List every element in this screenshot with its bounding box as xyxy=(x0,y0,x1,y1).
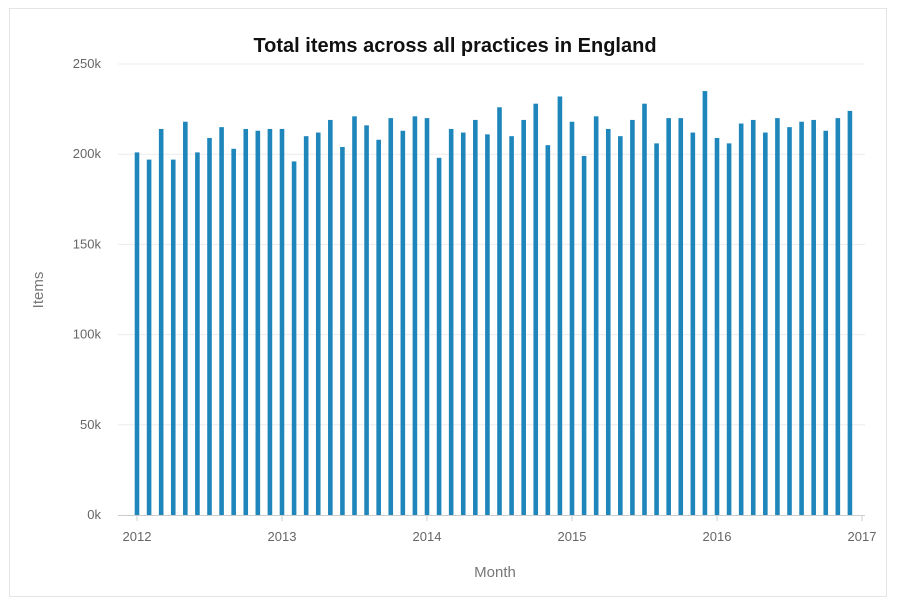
bar[interactable] xyxy=(207,137,212,516)
bar[interactable] xyxy=(352,116,357,515)
x-tick-label: 2015 xyxy=(558,529,587,544)
bar[interactable] xyxy=(811,119,816,515)
bar[interactable] xyxy=(412,116,418,515)
bar[interactable] xyxy=(376,139,381,515)
bar[interactable] xyxy=(557,96,563,516)
bar[interactable] xyxy=(170,159,176,515)
bar[interactable] xyxy=(328,119,333,515)
bar[interactable] xyxy=(424,118,430,516)
bar[interactable] xyxy=(219,127,224,515)
bar[interactable] xyxy=(267,128,273,515)
x-axis-label: Month xyxy=(474,564,516,581)
bar[interactable] xyxy=(473,119,478,515)
x-tick-label: 2017 xyxy=(848,529,877,544)
bar[interactable] xyxy=(714,137,720,516)
bar[interactable] xyxy=(690,132,696,515)
bar[interactable] xyxy=(533,103,539,516)
bar[interactable] xyxy=(823,130,829,516)
bar[interactable] xyxy=(521,119,526,515)
bar[interactable] xyxy=(255,130,261,516)
bar[interactable] xyxy=(569,121,575,515)
bar[interactable] xyxy=(364,125,369,515)
bar[interactable] xyxy=(243,128,249,515)
bar[interactable] xyxy=(835,118,841,516)
bar[interactable] xyxy=(146,159,152,515)
bar[interactable] xyxy=(702,91,708,515)
y-tick-label: 100k xyxy=(73,327,102,342)
bar[interactable] xyxy=(847,110,853,516)
bar[interactable] xyxy=(799,121,804,515)
x-tick-label: 2014 xyxy=(413,529,442,544)
bar[interactable] xyxy=(340,146,345,515)
bar[interactable] xyxy=(605,128,611,515)
chart-title: Total items across all practices in Engl… xyxy=(253,35,656,57)
bar[interactable] xyxy=(509,136,514,515)
bar[interactable] xyxy=(775,118,780,516)
bar[interactable] xyxy=(581,156,587,515)
bar[interactable] xyxy=(787,127,792,515)
y-tick-label: 0k xyxy=(87,507,101,522)
bar[interactable] xyxy=(279,128,285,515)
bar[interactable] xyxy=(630,119,635,515)
bar[interactable] xyxy=(303,136,309,515)
bar[interactable] xyxy=(485,134,490,515)
bar[interactable] xyxy=(642,103,647,516)
bar[interactable] xyxy=(497,107,502,516)
x-tick-label: 2016 xyxy=(703,529,732,544)
bar[interactable] xyxy=(291,161,297,515)
bar[interactable] xyxy=(460,132,466,515)
bar[interactable] xyxy=(593,116,599,515)
bar[interactable] xyxy=(134,152,140,515)
bar[interactable] xyxy=(738,123,744,516)
x-tick-label: 2012 xyxy=(123,529,152,544)
y-tick-label: 50k xyxy=(80,417,101,432)
bar[interactable] xyxy=(195,152,200,515)
bar[interactable] xyxy=(763,132,768,515)
bar[interactable] xyxy=(315,132,321,515)
x-axis-ticks: 2012 2013 2014 2015 2016 2017 xyxy=(123,515,877,544)
y-axis-label: Items xyxy=(30,272,47,309)
y-axis-ticks: 0k 50k 100k 150k 200k 250k xyxy=(73,56,102,522)
x-tick-label: 2013 xyxy=(268,529,297,544)
bar[interactable] xyxy=(158,128,164,515)
bar-series xyxy=(134,91,853,516)
bar[interactable] xyxy=(183,121,188,515)
bar[interactable] xyxy=(448,128,454,515)
bar[interactable] xyxy=(678,118,684,516)
bar[interactable] xyxy=(231,148,236,515)
bar[interactable] xyxy=(666,118,671,516)
y-tick-label: 250k xyxy=(73,56,102,71)
bar[interactable] xyxy=(388,118,394,516)
bar[interactable] xyxy=(618,136,623,515)
bar[interactable] xyxy=(654,143,659,515)
y-tick-label: 200k xyxy=(73,146,102,161)
bar[interactable] xyxy=(436,157,442,516)
y-tick-label: 150k xyxy=(73,236,102,251)
bar[interactable] xyxy=(400,130,406,516)
bar[interactable] xyxy=(726,143,732,515)
bar[interactable] xyxy=(750,119,756,515)
bar[interactable] xyxy=(545,145,551,515)
